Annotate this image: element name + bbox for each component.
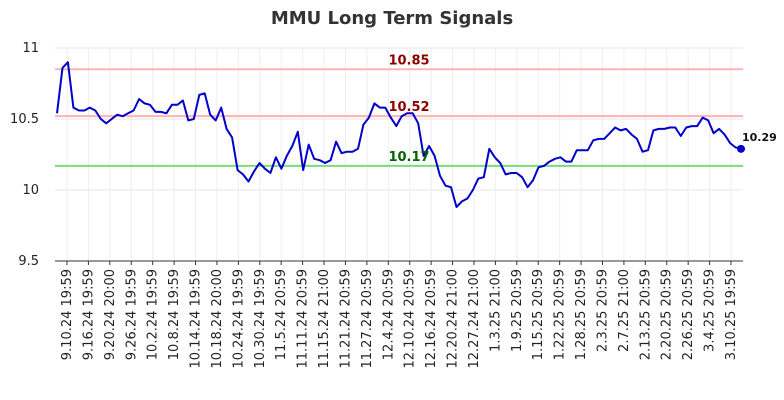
x-tick-label: 12.4.24 20:59 [381, 269, 396, 360]
x-tick-label: 3.4.25 20:59 [703, 269, 718, 352]
y-tick-label: 10.5 [10, 112, 39, 127]
chart-title: MMU Long Term Signals [270, 8, 514, 29]
x-tick-label: 1.22.25 20:59 [553, 269, 568, 360]
x-tick-label: 1.28.25 20:59 [574, 269, 589, 360]
x-tick-label: 12.10.24 20:59 [403, 269, 418, 369]
x-tick-label: 9.20.24 20:00 [103, 269, 118, 360]
signal-level-label: 10.52 [388, 100, 429, 115]
x-tick-labels: 9.10.24 19:59 9.16.24 19:59 9.20.24 20:00 9… [60, 269, 739, 369]
signal-level-label: 10.17 [388, 150, 429, 165]
signal-level-label: 10.85 [388, 53, 429, 68]
x-tick-label: 10.14.24 19:59 [189, 269, 204, 369]
x-tick-label: 11.27.24 20:59 [360, 269, 375, 369]
y-tick-label: 10 [22, 183, 39, 198]
x-tick-label: 10.24.24 19:59 [231, 269, 246, 369]
x-tick-label: 11.21.24 20:59 [338, 269, 353, 369]
x-tick-label: 1.15.25 20:59 [531, 269, 546, 360]
y-tick-label: 11 [22, 41, 39, 56]
x-tick-label: 2.3.25 20:59 [595, 269, 610, 352]
x-tick-label: 12.27.24 21:00 [467, 269, 482, 369]
x-tick-label: 10.18.24 20:00 [210, 269, 225, 369]
grid-lines [55, 47, 743, 265]
series-layer [56, 61, 742, 208]
annotations: 10.85 10.52 10.17 10.29 [388, 53, 776, 165]
x-tick-label: 10.2.24 19:59 [146, 269, 161, 360]
y-tick-label: 9.5 [18, 254, 39, 269]
signal-levels [55, 68, 743, 167]
y-tick-labels: 9.5 10 10.5 11 [10, 41, 39, 269]
x-tick-label: 9.16.24 19:59 [81, 269, 96, 360]
price-line [56, 61, 742, 208]
x-tick-label: 10.30.24 19:59 [253, 269, 268, 369]
last-value-marker [737, 144, 745, 153]
x-tick-label: 12.16.24 20:59 [424, 269, 439, 369]
x-tick-label: 9.26.24 19:59 [124, 269, 139, 360]
x-tick-label: 3.10.25 19:59 [724, 269, 739, 360]
x-tick-label: 10.8.24 19:59 [167, 269, 182, 360]
x-tick-label: 11.15.24 21:00 [317, 269, 332, 369]
last-value-label: 10.29 [742, 131, 777, 144]
x-tick-label: 2.7.25 21:00 [617, 269, 632, 352]
x-tick-label: 1.3.25 21:00 [488, 269, 503, 352]
x-tick-label: 2.26.25 20:59 [681, 269, 696, 360]
x-tick-label: 9.10.24 19:59 [60, 269, 75, 360]
x-tick-label: 2.20.25 20:59 [660, 269, 675, 360]
x-tick-label: 11.5.24 20:59 [274, 269, 289, 360]
x-tick-label: 11.11.24 20:59 [296, 269, 311, 369]
x-tick-label: 1.9.25 20:59 [510, 269, 525, 352]
x-tick-label: 2.13.25 20:59 [638, 269, 653, 360]
x-tick-label: 12.20.24 21:00 [446, 269, 461, 369]
